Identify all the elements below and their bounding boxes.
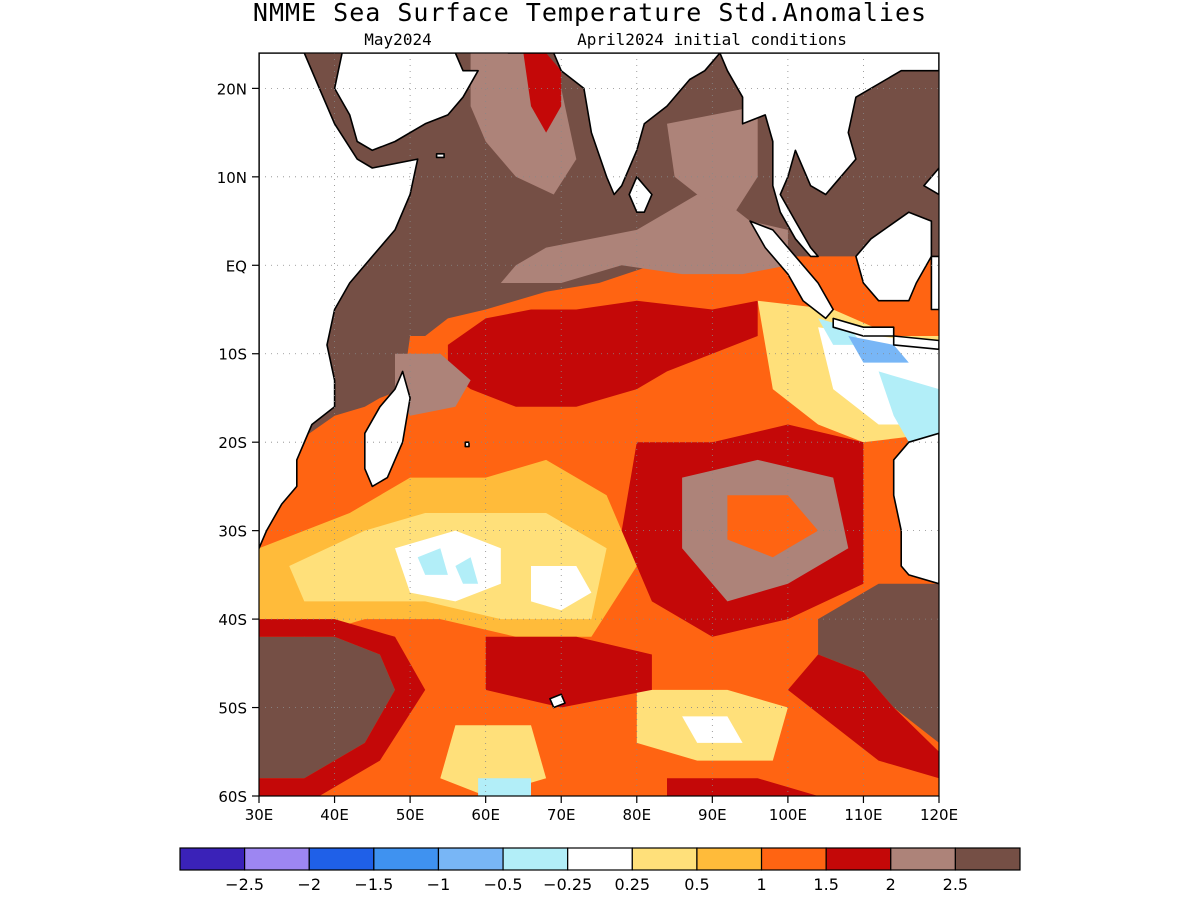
colorbar-swatch (502, 847, 569, 871)
colorbar-swatch (437, 847, 504, 871)
colorbar-label: −1.5 (354, 875, 393, 894)
anomaly-south-white (682, 716, 743, 743)
lat-tick-label: 30S (218, 523, 247, 541)
map-area (259, 53, 939, 796)
colorbar-label: 0.25 (614, 875, 650, 894)
latitude-axis: 20N 10N EQ 10S 20S 30S 40S 50S 60S (217, 80, 259, 806)
sumatra-land (749, 220, 834, 320)
colorbar-label: −0.25 (543, 875, 592, 894)
lon-tick-label: 40E (320, 806, 349, 824)
lat-tick-label: 50S (218, 700, 247, 718)
borneo-land (855, 211, 933, 302)
anomaly-equator-band (500, 194, 788, 283)
lat-tick-label: 60S (218, 788, 247, 806)
lon-tick-label: 60E (471, 806, 500, 824)
colorbar-swatch (308, 847, 375, 871)
colorbar-swatch (954, 847, 1021, 871)
colorbar-swatch (696, 847, 763, 871)
colorbar-label: 2 (886, 875, 896, 894)
colorbar-label: −2.5 (225, 875, 264, 894)
figure-title: NMME Sea Surface Temperature Std.Anomali… (253, 0, 927, 27)
lon-tick-label: 80E (622, 806, 651, 824)
lat-tick-label: 10S (218, 346, 247, 364)
lon-tick-label: 70E (547, 806, 576, 824)
anomaly-sw-cyan-2 (455, 557, 479, 584)
anomaly-sw-cyan (417, 548, 448, 575)
colorbar-swatch (890, 847, 956, 871)
anomaly-se-red (787, 654, 939, 779)
map-frame (258, 52, 940, 797)
anomaly-far-south-red (667, 778, 819, 796)
anomaly-south-red (485, 636, 652, 708)
indochina-land (719, 53, 939, 258)
colorbar-label: 0.5 (684, 875, 709, 894)
anomaly-se-brown (818, 583, 939, 743)
colorbar-swatch (631, 847, 698, 871)
africa-land (259, 53, 419, 550)
australia-land (892, 432, 939, 585)
sulawesi-land (930, 255, 939, 311)
anomaly-east-blue (848, 336, 909, 363)
colorbar-label: 1 (756, 875, 766, 894)
lon-tick-label: 110E (844, 806, 882, 824)
lon-tick-label: 50E (396, 806, 425, 824)
colorbar-swatch (373, 847, 440, 871)
lat-tick-label: 40S (218, 611, 247, 629)
anomaly-dark-red-india (523, 53, 562, 133)
initial-conditions: April2024 initial conditions (577, 30, 847, 49)
kerguelen-land (549, 693, 566, 709)
mauritius-land (464, 441, 470, 448)
colorbar-swatch (179, 847, 246, 871)
colorbar-label: 2.5 (943, 875, 968, 894)
colorbar-swatch (825, 847, 892, 871)
colorbar-label: −0.5 (484, 875, 523, 894)
longitude-axis: 30E 40E 50E 60E 70E 80E 90E 100E 110E 120E (245, 796, 958, 824)
lon-tick-label: 100E (769, 806, 807, 824)
socotra-land (435, 153, 445, 159)
lesser-sunda-land (892, 335, 939, 351)
colorbar-label: −2 (297, 875, 321, 894)
lat-tick-label: 20N (217, 80, 247, 98)
lat-tick-label: 10N (217, 169, 247, 187)
colorbar-swatch (567, 847, 633, 871)
lat-tick-label: EQ (226, 257, 247, 275)
lat-tick-label: 20S (218, 434, 247, 452)
anomaly-mid-orange (727, 495, 819, 558)
madagascar-land (364, 370, 411, 488)
anomaly-subtropic-band (395, 353, 471, 416)
lon-tick-label: 30E (245, 806, 274, 824)
colorbar-label: −1 (427, 875, 451, 894)
anomaly-sw-brown (259, 636, 395, 779)
anomaly-sw-white-2 (531, 566, 592, 611)
anomaly-south-red-ring (447, 300, 758, 407)
lon-tick-label: 90E (698, 806, 727, 824)
anomaly-south-cyan (478, 778, 531, 796)
sri-lanka-land (628, 176, 653, 213)
arabia-land (333, 53, 479, 152)
anomaly-east-cyan-2 (878, 371, 939, 443)
colorbar-label: 1.5 (813, 875, 838, 894)
forecast-month: May2024 (364, 30, 431, 49)
anomaly-bay-band (667, 106, 758, 213)
lon-tick-label: 120E (920, 806, 958, 824)
colorbar-swatch (244, 847, 310, 871)
anomaly-sw-red-edge (259, 619, 426, 796)
colorbar: −2.5 −2 −1.5 −1 −0.5 −0.25 0.25 0.5 1 1.5 2 2.5 (179, 847, 1021, 894)
colorbar-swatch (760, 847, 827, 871)
